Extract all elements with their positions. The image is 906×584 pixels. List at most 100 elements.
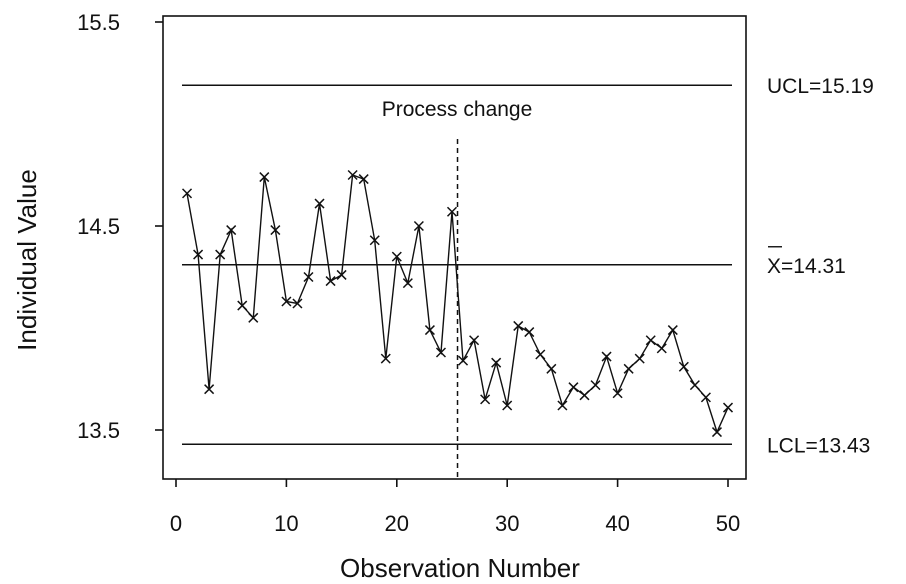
data-point-mark bbox=[689, 380, 700, 391]
data-point bbox=[700, 392, 711, 403]
data-point bbox=[502, 400, 513, 411]
data-point bbox=[215, 249, 226, 260]
data-point-mark bbox=[491, 357, 502, 368]
data-point-mark bbox=[215, 249, 226, 260]
y-axis-title: Individual Value bbox=[12, 169, 42, 351]
x-tick-label: 10 bbox=[274, 511, 298, 536]
data-point bbox=[204, 384, 215, 395]
data-point-mark bbox=[513, 320, 524, 331]
control-label-cl: X=14.31 bbox=[767, 255, 846, 278]
y-tick-label: 14.5 bbox=[77, 214, 120, 239]
data-point-mark bbox=[237, 300, 248, 311]
data-point-mark bbox=[413, 220, 424, 232]
x-axis-ticks: 0 10 20 30 40 50 bbox=[170, 479, 740, 536]
data-point-mark bbox=[557, 400, 568, 411]
data-point-mark bbox=[480, 394, 491, 405]
data-point-mark bbox=[314, 198, 325, 209]
data-point-mark bbox=[546, 363, 557, 374]
data-point bbox=[568, 382, 579, 393]
data-point bbox=[292, 298, 303, 309]
data-point-mark bbox=[369, 235, 380, 246]
data-point bbox=[513, 320, 524, 331]
data-point bbox=[656, 343, 667, 354]
data-point-mark bbox=[645, 335, 656, 346]
data-point bbox=[623, 363, 634, 374]
data-series bbox=[182, 169, 734, 438]
x-tick-label: 20 bbox=[385, 511, 409, 536]
data-point-mark bbox=[590, 380, 601, 391]
control-label-ucl: UCL=15.19 bbox=[767, 75, 874, 98]
x-tick-label: 30 bbox=[495, 511, 519, 536]
data-point bbox=[336, 269, 347, 280]
process-change-label: Process change bbox=[382, 98, 533, 121]
data-point-mark bbox=[380, 353, 391, 364]
data-point-mark bbox=[623, 363, 634, 374]
data-point-mark bbox=[612, 388, 623, 399]
data-point-mark bbox=[182, 188, 193, 199]
data-point-mark bbox=[502, 400, 513, 411]
data-point-mark bbox=[424, 325, 435, 336]
data-point-mark bbox=[358, 174, 369, 185]
data-point-mark bbox=[347, 169, 358, 181]
y-tick-label: 15.5 bbox=[77, 10, 120, 35]
data-point-mark bbox=[391, 251, 402, 262]
data-point-mark bbox=[722, 402, 734, 413]
data-point bbox=[347, 169, 358, 181]
data-point bbox=[678, 361, 689, 372]
data-point-mark bbox=[711, 427, 722, 438]
control-lines bbox=[182, 84, 732, 446]
data-point bbox=[226, 225, 237, 236]
control-line-labels: UCL=15.19 X=14.31 LCL=13.43 bbox=[767, 75, 874, 457]
data-point-mark bbox=[667, 325, 678, 336]
plot-frame bbox=[162, 15, 747, 480]
data-point-mark bbox=[270, 225, 281, 236]
data-point bbox=[303, 271, 314, 283]
data-point bbox=[469, 335, 480, 346]
data-point bbox=[480, 394, 491, 405]
control-label-lcl: LCL=13.43 bbox=[767, 434, 870, 457]
data-point bbox=[612, 388, 623, 399]
data-point bbox=[458, 355, 469, 366]
data-point bbox=[634, 353, 645, 364]
data-point bbox=[722, 402, 734, 413]
data-point bbox=[182, 188, 193, 199]
y-axis-ticks: 13.5 14.5 15.5 bbox=[77, 10, 163, 443]
data-point bbox=[590, 380, 601, 391]
data-point bbox=[435, 347, 446, 358]
x-tick-label: 50 bbox=[716, 511, 740, 536]
data-point bbox=[314, 198, 325, 209]
data-point bbox=[524, 327, 535, 338]
data-point-mark bbox=[446, 206, 458, 217]
data-point-mark bbox=[281, 296, 292, 307]
data-point bbox=[446, 206, 458, 217]
data-point-mark bbox=[700, 392, 711, 403]
data-point bbox=[535, 349, 546, 360]
data-point-mark bbox=[579, 390, 590, 401]
data-point bbox=[645, 335, 656, 346]
data-point-mark bbox=[601, 351, 612, 362]
data-point-mark bbox=[303, 271, 314, 283]
data-point-mark bbox=[678, 361, 689, 372]
data-point bbox=[601, 351, 612, 362]
data-point bbox=[546, 363, 557, 374]
data-point bbox=[380, 353, 391, 364]
data-point-mark bbox=[469, 335, 480, 346]
data-point bbox=[193, 249, 204, 260]
data-point-mark bbox=[634, 353, 645, 364]
data-point-mark bbox=[204, 384, 215, 395]
data-point-mark bbox=[524, 327, 535, 338]
data-point bbox=[667, 325, 678, 336]
data-point bbox=[579, 390, 590, 401]
x-tick-label: 40 bbox=[605, 511, 629, 536]
data-point bbox=[413, 220, 424, 232]
data-point-mark bbox=[292, 298, 303, 309]
data-point bbox=[402, 278, 413, 289]
data-point bbox=[424, 325, 435, 336]
data-point-mark bbox=[259, 172, 270, 183]
data-point bbox=[711, 427, 722, 438]
data-point-mark bbox=[248, 312, 259, 323]
data-point-mark bbox=[656, 343, 667, 354]
data-point-mark bbox=[568, 382, 579, 393]
data-point bbox=[281, 296, 292, 307]
